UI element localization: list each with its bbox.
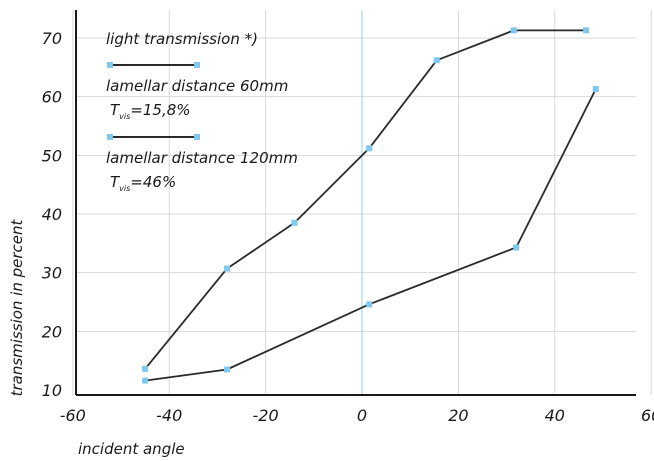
series-2-point-5 [592,86,599,93]
y-tick-label-60: 60 [42,88,62,107]
legend-item-2-tvis-value: =46% [130,173,176,191]
x-axis-label: incident angle [78,440,185,458]
series-1-point-2 [224,265,231,272]
legend-item-2-tvis: Tvis=46% [110,173,176,193]
legend: light transmission *) lamellar distance … [106,30,298,193]
x-tick-label--60: -60 [60,406,86,425]
legend-title: light transmission *) [106,30,258,48]
legend-item-1-label: lamellar distance 60mm [106,77,288,95]
y-tick-label-10: 10 [42,381,62,400]
series-1-point-5 [433,57,440,64]
series-2-line [144,88,597,382]
legend-item-2-tvis-symbol: T [110,173,121,191]
y-tick-label-50: 50 [42,146,62,165]
grid [72,10,652,395]
legend-swatch-marker-1a [107,62,113,68]
x-tick-label-40: 40 [545,406,565,425]
x-tick-label--20: -20 [253,406,279,425]
series-2-point-1 [142,377,149,384]
y-tick-label-40: 40 [42,205,62,224]
axes [75,10,636,396]
series-1-point-6 [510,27,517,34]
legend-item-1-tvis-sub: vis [119,112,130,121]
series-1-point-3 [291,219,298,226]
x-tick-label-20: 20 [448,406,468,425]
tick-labels: -60 -40 -20 0 20 40 60 10 20 30 40 50 60 70 [42,29,654,425]
legend-item-2-tvis-sub: vis [119,184,130,193]
legend-swatch-marker-1b [194,62,200,68]
series-group [142,27,599,384]
series-2-point-3 [366,301,373,308]
series-1-point-1 [142,365,149,372]
y-tick-label-70: 70 [42,29,62,48]
y-tick-label-20: 20 [42,322,62,341]
y-axis-label: transmission in percent [8,218,26,396]
series-2-point-4 [513,244,520,251]
series-1-point-4 [366,145,373,152]
y-tick-label-30: 30 [42,264,62,283]
legend-item-1-tvis: Tvis=15,8% [110,101,191,121]
series-1-point-7 [583,27,590,34]
x-tick-label-60: 60 [641,406,654,425]
series-2-point-2 [224,366,231,373]
legend-swatch-marker-2a [107,134,113,140]
x-tick-label--40: -40 [156,406,182,425]
x-tick-label-0: 0 [357,406,367,425]
legend-item-2-label: lamellar distance 120mm [106,149,298,167]
legend-item-1-tvis-value: =15,8% [130,101,190,119]
legend-swatch-marker-2b [194,134,200,140]
legend-item-1-tvis-symbol: T [110,101,121,119]
